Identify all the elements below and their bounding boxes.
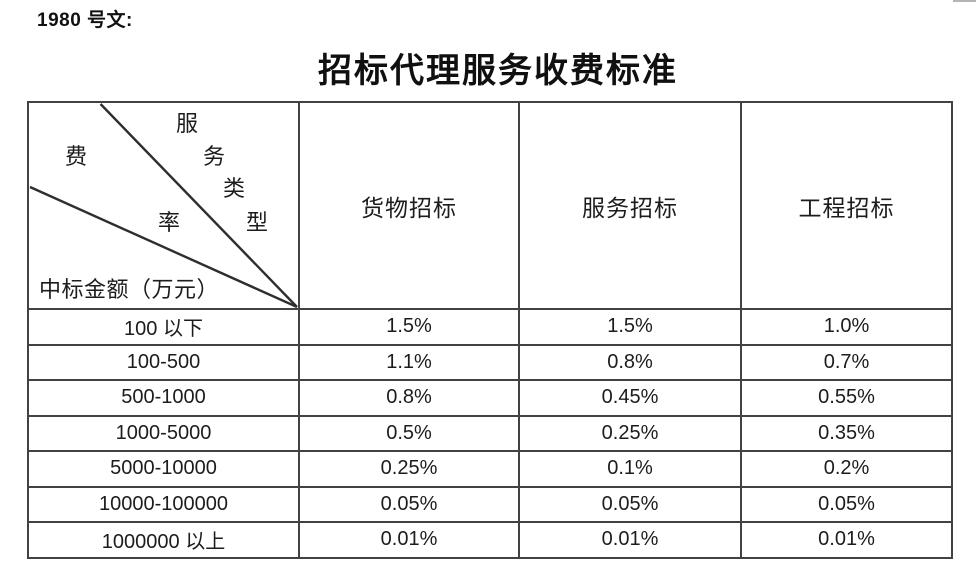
column-header-services: 服务招标 [518,101,742,310]
amount-range-cell: 100 以下 [27,308,300,346]
rate-cell: 0.2% [740,450,953,488]
corner-label-type-char-1: 服 [175,111,199,136]
page-title: 招标代理服务收费标准 [318,53,678,90]
rate-cell: 0.1% [518,450,742,488]
corner-label-amount: 中标金额（万元） [39,277,220,302]
amount-range-cell: 100-500 [27,343,300,381]
rate-cell: 0.8% [298,379,520,417]
rate-cell: 1.1% [298,343,520,381]
amount-range-cell: 500-1000 [27,379,300,417]
rate-cell: 0.7% [740,343,953,381]
rate-cell: 1.0% [740,308,953,346]
table-row: 100 以下 1.5% 1.5% 1.0% [27,308,953,346]
table-row: 500-1000 0.8% 0.45% 0.55% [27,379,953,417]
rate-cell: 0.5% [298,414,520,452]
diagonal-corner-cell: 服 务 类 型 费 率 中标金额（万元） [27,101,300,310]
table-row: 100-500 1.1% 0.8% 0.7% [27,343,953,381]
rate-cell: 0.05% [740,485,953,523]
corner-label-type-char-3: 类 [222,176,246,201]
page-edge-artifact [953,0,976,2]
rate-cell: 0.55% [740,379,953,417]
corner-label-type-char-4: 型 [245,210,269,235]
rate-cell: 0.45% [518,379,742,417]
rate-cell: 1.5% [298,308,520,346]
rate-cell: 0.01% [740,521,953,559]
corner-label-fee-char-2: 率 [157,210,181,235]
rate-cell: 1.5% [518,308,742,346]
amount-range-cell: 1000000 以上 [27,521,300,559]
column-header-works: 工程招标 [740,101,953,310]
doc-number-label: 1980 号文: [37,10,133,31]
table-row: 5000-10000 0.25% 0.1% 0.2% [27,450,953,488]
table-row: 10000-100000 0.05% 0.05% 0.05% [27,485,953,523]
rate-cell: 0.01% [298,521,520,559]
corner-label-type-char-2: 务 [202,144,226,169]
rate-cell: 0.8% [518,343,742,381]
column-header-goods: 货物招标 [298,101,520,310]
diagonal-divider-lines [29,103,298,308]
rate-cell: 0.25% [298,450,520,488]
rate-cell: 0.05% [298,485,520,523]
amount-range-cell: 1000-5000 [27,414,300,452]
corner-label-fee-char-1: 费 [64,144,88,169]
fee-standard-table: 服 务 类 型 费 率 中标金额（万元） 货物招标 服务招标 工程招标 100 … [27,101,953,559]
rate-cell: 0.25% [518,414,742,452]
amount-range-cell: 10000-100000 [27,485,300,523]
table-row: 1000-5000 0.5% 0.25% 0.35% [27,414,953,452]
rate-cell: 0.01% [518,521,742,559]
table-row: 1000000 以上 0.01% 0.01% 0.01% [27,521,953,559]
rate-cell: 0.35% [740,414,953,452]
rate-cell: 0.05% [518,485,742,523]
amount-range-cell: 5000-10000 [27,450,300,488]
header-row: 服 务 类 型 费 率 中标金额（万元） 货物招标 服务招标 工程招标 [27,101,953,310]
